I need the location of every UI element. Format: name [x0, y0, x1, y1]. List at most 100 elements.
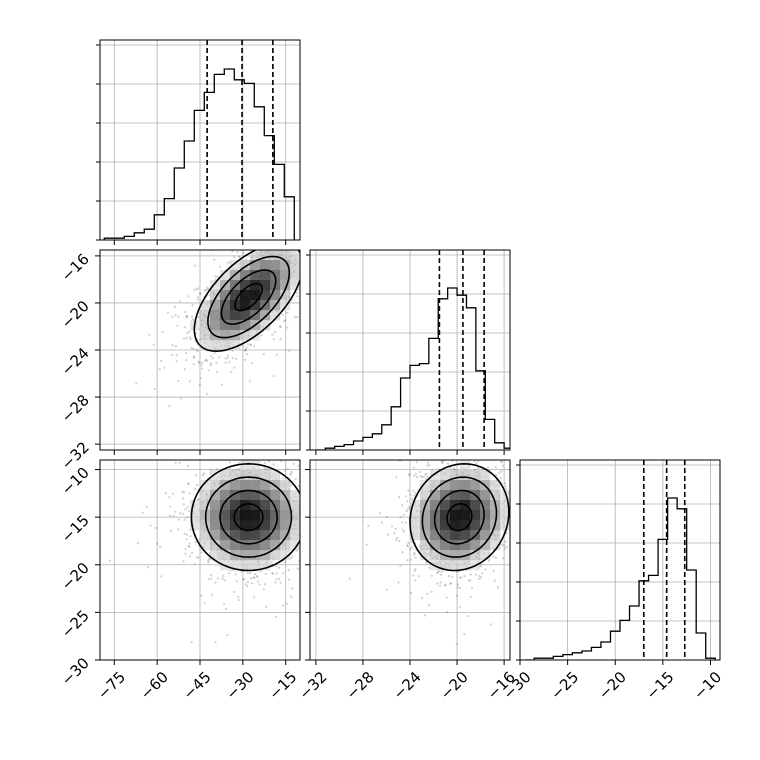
histogram-panel-2 [310, 250, 510, 450]
density-cell [500, 500, 510, 511]
y-tick-label: −24 [58, 344, 93, 379]
density-cell [440, 500, 451, 511]
density-cell [200, 310, 211, 321]
y-tick-label: −25 [58, 606, 93, 641]
density-cell [500, 510, 510, 521]
density-cell [200, 320, 211, 331]
density-cell [250, 260, 261, 271]
density-cell [250, 550, 261, 561]
density-cell [200, 300, 211, 311]
density-cell [440, 490, 451, 501]
density-cell [280, 550, 291, 561]
histogram-step-line [103, 68, 295, 240]
density-cell [240, 280, 251, 291]
histogram-bar [410, 365, 419, 450]
y-tick-label: −28 [58, 391, 93, 426]
density-cell [210, 340, 221, 351]
density-cell [240, 500, 251, 511]
density-cell [460, 470, 471, 481]
density-cell [490, 540, 501, 551]
density-cell [480, 500, 491, 511]
density-cell [260, 560, 271, 571]
histogram-bar [154, 215, 164, 240]
histogram-bar [363, 437, 372, 450]
density-cell [270, 530, 281, 541]
density-cell [450, 490, 461, 501]
density-cell [230, 540, 241, 551]
density-cell [200, 340, 211, 351]
density-cell [250, 470, 261, 481]
density-cell [410, 510, 421, 521]
density-cell [460, 490, 471, 501]
histogram-bar [591, 647, 601, 660]
histogram-bar [254, 107, 264, 240]
histogram-bar [144, 229, 154, 240]
density-cell [220, 550, 231, 561]
histogram-bar [572, 653, 582, 660]
density-cell [450, 520, 461, 531]
density-cell [210, 510, 221, 521]
density-cell [430, 480, 441, 491]
x-tick-label: −28 [343, 668, 378, 703]
density-panel-1-2 [100, 250, 300, 450]
histogram-bar [344, 445, 353, 450]
density-cell [490, 480, 501, 491]
x-tick-label: −75 [94, 668, 129, 703]
density-cell [220, 480, 231, 491]
density-cell [260, 540, 271, 551]
density-cell [280, 250, 291, 261]
density-cell [440, 560, 451, 571]
density-cell [440, 510, 451, 521]
density-cell [210, 530, 221, 541]
density-cell [250, 280, 261, 291]
density-cell [270, 310, 281, 321]
density-cell [230, 470, 241, 481]
histogram-bar [687, 570, 697, 660]
density-cell [200, 330, 211, 341]
density-cell [220, 470, 231, 481]
histogram-bar [214, 74, 224, 240]
density-cell [210, 490, 221, 501]
density-cell [220, 340, 231, 351]
density-cell [260, 270, 271, 281]
density-cell [200, 500, 211, 511]
density-cell [210, 280, 221, 291]
density-cell [250, 540, 261, 551]
density-cell [250, 300, 261, 311]
x-tick-label: −32 [296, 668, 331, 703]
density-cell [190, 500, 201, 511]
histogram-bar [194, 110, 204, 240]
density-cell [430, 530, 441, 541]
x-tick-label: −25 [547, 668, 582, 703]
density-cell [270, 510, 281, 521]
density-cell [230, 340, 241, 351]
density-cell [280, 270, 291, 281]
histogram-bar [184, 141, 194, 240]
histogram-bar [668, 498, 678, 660]
density-cell [460, 510, 471, 521]
density-cell [220, 520, 231, 531]
density-cell [450, 550, 461, 561]
density-cell [260, 510, 271, 521]
density-cell [480, 540, 491, 551]
density-cell [250, 270, 261, 281]
contour-line [234, 282, 263, 312]
density-cell [210, 520, 221, 531]
density-cell [430, 550, 441, 561]
density-cell [260, 280, 271, 291]
density-cell [230, 480, 241, 491]
x-tick-label: −45 [180, 668, 215, 703]
density-cell [290, 520, 300, 531]
density-cell [410, 520, 421, 531]
density-cell [290, 510, 300, 521]
density-cell [200, 490, 211, 501]
histogram-bar [224, 69, 234, 240]
density-cell [470, 510, 481, 521]
density-cell [260, 520, 271, 531]
density-cell [250, 520, 261, 531]
density-cell [460, 530, 471, 541]
density-cell [480, 470, 491, 481]
density-cell [240, 320, 251, 331]
x-tick-label: −10 [690, 668, 725, 703]
histogram-panel-3 [520, 460, 720, 660]
